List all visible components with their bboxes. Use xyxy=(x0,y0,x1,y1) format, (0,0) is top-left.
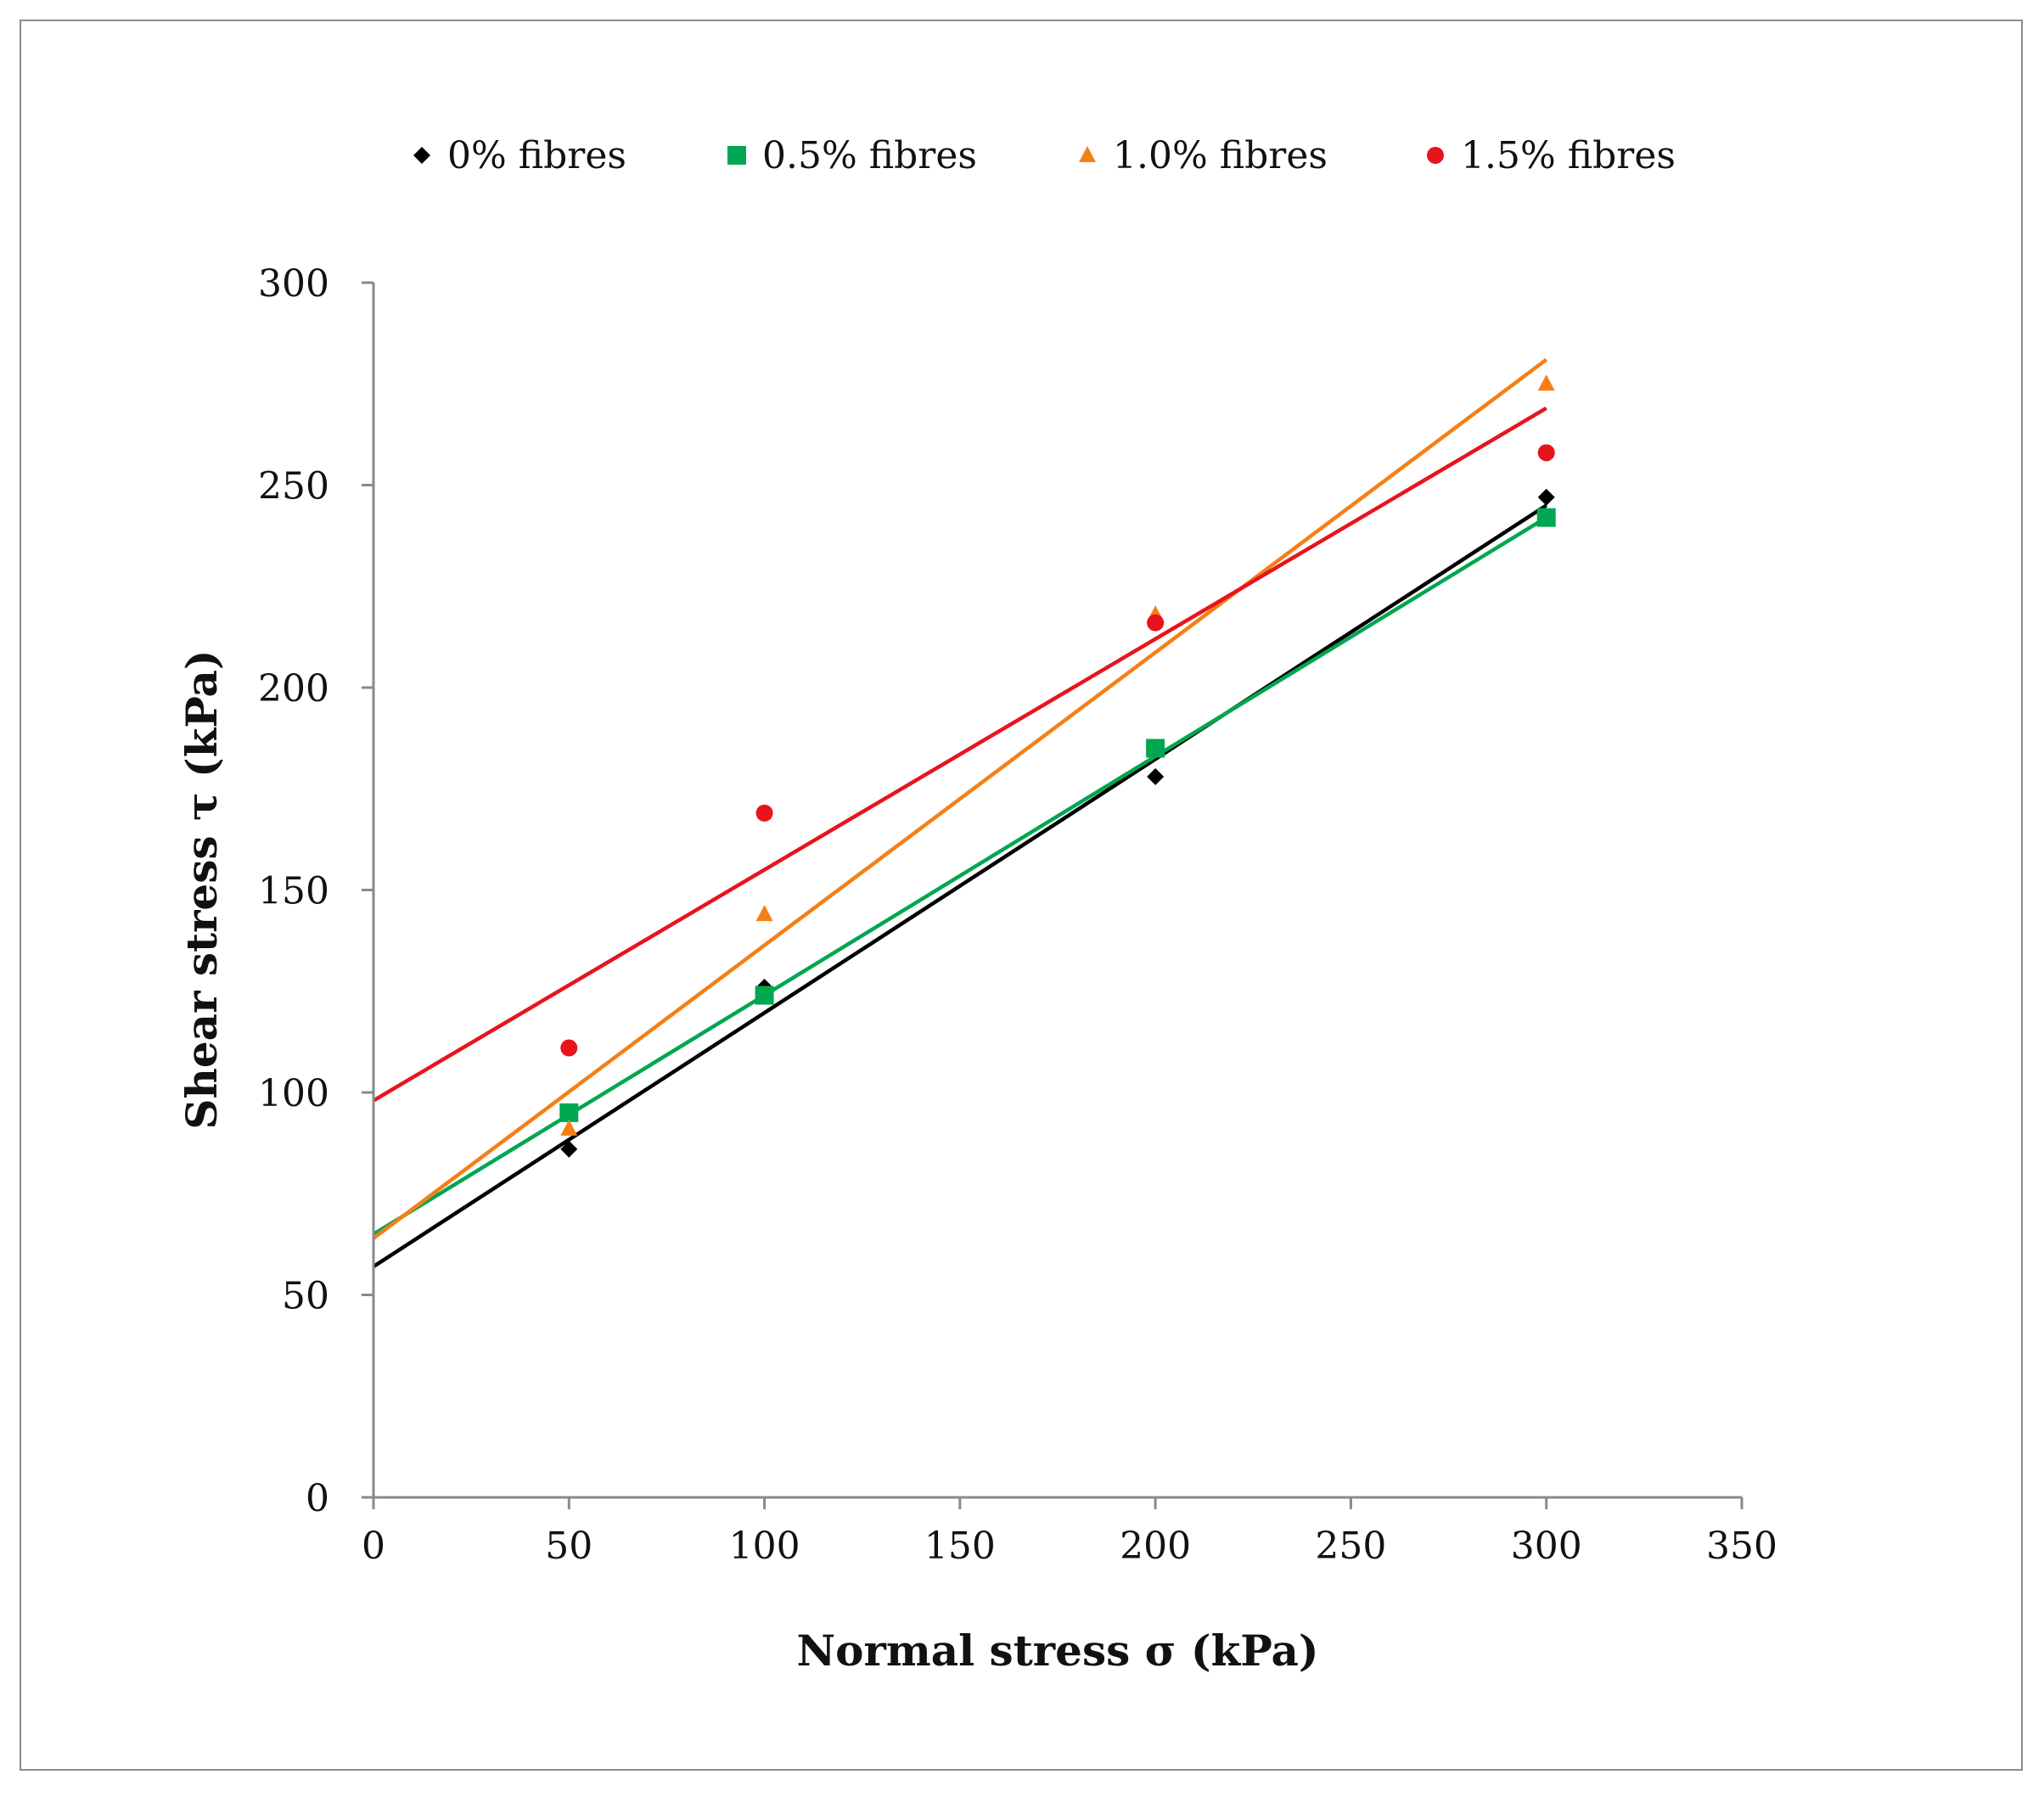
data-point-0-5-fibres xyxy=(755,986,774,1005)
data-point-1-5-fibres xyxy=(1147,614,1165,632)
data-point-0-5-fibres xyxy=(559,1103,579,1122)
data-point-1-0-fibres xyxy=(560,1119,578,1136)
y-tick-label: 200 xyxy=(258,667,329,710)
data-point-0-fibres xyxy=(560,1140,578,1158)
x-axis-title: Normal stress σ (kPa) xyxy=(796,1626,1318,1676)
legend-marker-1-0-fibres xyxy=(1079,146,1096,162)
legend-label-1-0-fibres: 1.0% fibres xyxy=(1113,134,1328,177)
y-tick-label: 0 xyxy=(306,1477,329,1520)
legend-label-0-fibres: 0% fibres xyxy=(447,134,626,177)
legend-marker-1-5-fibres xyxy=(1427,147,1444,164)
y-tick-label: 100 xyxy=(258,1072,329,1115)
trendline-0-5-fibres xyxy=(372,515,1547,1236)
data-point-0-5-fibres xyxy=(1536,508,1556,527)
y-axis-title: Shear stress τ (kPa) xyxy=(177,649,227,1129)
legend-marker-0-5-fibres xyxy=(727,146,746,165)
x-tick-label: 350 xyxy=(1706,1525,1777,1568)
legend-label-1-5-fibres: 1.5% fibres xyxy=(1461,134,1676,177)
x-tick-label: 300 xyxy=(1511,1525,1582,1568)
x-tick-label: 50 xyxy=(545,1525,592,1568)
chart-frame xyxy=(20,20,2023,1771)
data-point-1-5-fibres xyxy=(1537,444,1555,462)
trendline-0-fibres xyxy=(372,503,1547,1268)
axes xyxy=(372,283,1742,1499)
x-tick-label: 200 xyxy=(1120,1525,1191,1568)
x-tick-label: 100 xyxy=(729,1525,800,1568)
data-point-0-fibres xyxy=(1537,488,1555,506)
data-point-1-5-fibres xyxy=(560,1039,578,1057)
data-markers xyxy=(559,374,1556,1158)
data-point-1-0-fibres xyxy=(1537,374,1555,391)
data-point-0-5-fibres xyxy=(1146,738,1165,758)
x-tick-label: 150 xyxy=(924,1525,996,1568)
y-tick-label: 250 xyxy=(258,465,329,508)
legend-marker-0-fibres xyxy=(413,147,430,164)
data-point-1-0-fibres xyxy=(755,905,773,922)
data-point-0-fibres xyxy=(1147,767,1165,785)
ticks: 0 50 100 150 200 250 300 350 0 50 100 150 200 250 300 xyxy=(258,262,1777,1568)
trendline-1-5-fibres xyxy=(372,406,1547,1103)
x-tick-label: 250 xyxy=(1315,1525,1386,1568)
legend: 0% fibres 0.5% fibres 1.0% fibres 1.5% fibr… xyxy=(413,134,1676,177)
legend-label-0-5-fibres: 0.5% fibres xyxy=(762,134,977,177)
y-tick-label: 50 xyxy=(282,1275,329,1318)
data-point-1-5-fibres xyxy=(755,804,773,822)
x-tick-label: 0 xyxy=(362,1525,385,1568)
y-tick-label: 300 xyxy=(258,262,329,306)
trendline-1-0-fibres xyxy=(372,357,1548,1240)
trendlines xyxy=(372,357,1548,1268)
y-tick-label: 150 xyxy=(258,870,329,913)
